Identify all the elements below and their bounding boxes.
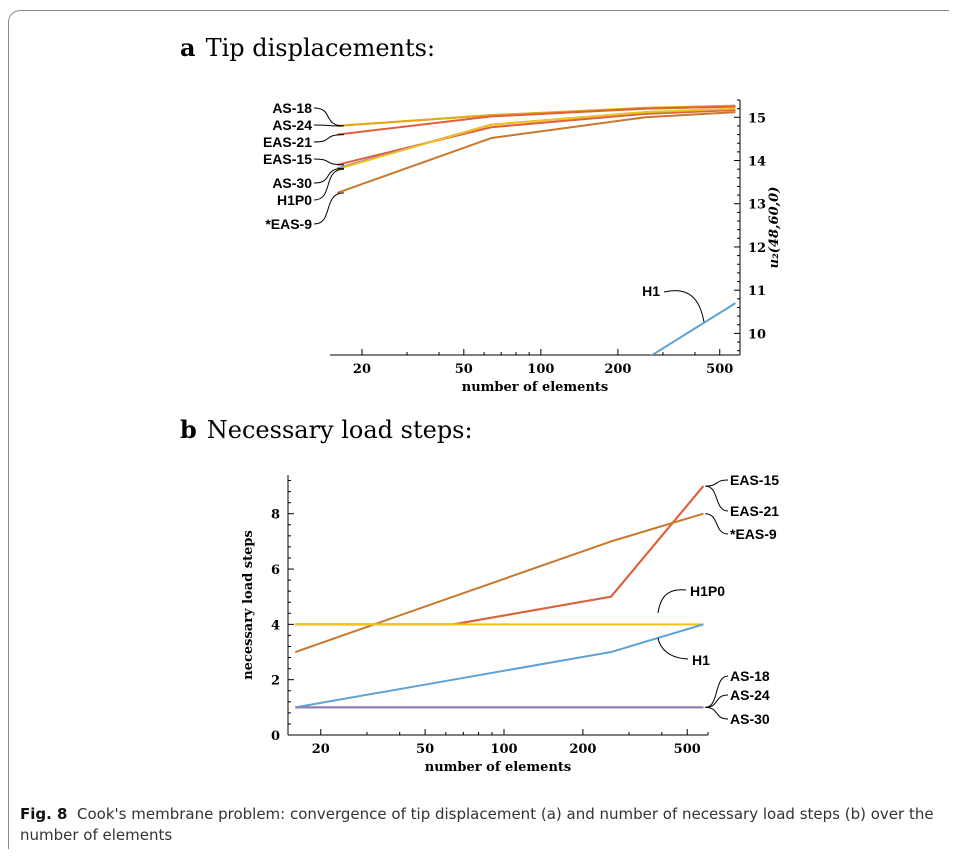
- chart-b-y-axis-label: necessary load steps: [241, 530, 256, 680]
- chart-b-label-h1: H1: [692, 652, 710, 668]
- chart-b-label-as-24: AS-24: [730, 687, 770, 703]
- chart-b-y-tick-label: 8: [271, 508, 280, 523]
- chart-b-series-eas-15: [295, 485, 705, 626]
- chart-a-x-axis-label: number of elements: [462, 380, 608, 395]
- chart-a-connector-eas-15: [313, 158, 345, 166]
- chart-b-x-tick-label: 100: [490, 742, 517, 757]
- panel-a-letter: a: [180, 33, 196, 62]
- chart-b-y-tick-label: 0: [271, 729, 280, 744]
- chart-b-label-eas-21: EAS-21: [730, 503, 779, 519]
- chart-b-series-h1: [295, 623, 704, 709]
- chart-a-label-as-30: AS-30: [272, 175, 312, 191]
- chart-b-y-tick-label: 6: [271, 563, 280, 578]
- chart-a-y-tick-label: 11: [748, 284, 766, 299]
- chart-a-x-tick-label: 100: [527, 362, 554, 377]
- chart-b-y-tick-label: 2: [271, 674, 280, 689]
- panel-b-title-text: Necessary load steps:: [206, 416, 473, 444]
- chart-b-x-tick-label: 500: [674, 742, 701, 757]
- chart-a-y-axis-label: u₂(48,60,0): [767, 187, 782, 269]
- chart-a-y-tick-label: 15: [748, 111, 766, 126]
- chart-b-connector-as-30: [705, 706, 729, 720]
- chart-b-connector-h1p0: [657, 589, 687, 614]
- chart-a-x-tick-label: 500: [706, 362, 733, 377]
- chart-a-series-as-30: [336, 107, 736, 170]
- chart-b-x-tick-label: 200: [569, 742, 596, 757]
- chart-a-label-h1p0: H1P0: [277, 192, 312, 208]
- chart-a-label-eas-9: *EAS-9: [265, 216, 312, 232]
- chart-b-label-h1p0: H1P0: [690, 583, 725, 599]
- chart-b-label-eas-15: EAS-15: [730, 472, 779, 488]
- chart-b-connector-as-18: [705, 675, 729, 708]
- chart-a-y-tick-label: 12: [748, 241, 766, 256]
- chart-load-steps: 20 50 100 200 500 0 2 4 6 8 number of elements nece…: [241, 472, 779, 775]
- chart-b-y-tick-label: 4: [271, 618, 280, 633]
- panel-b-title: b Necessary load steps:: [180, 415, 473, 444]
- chart-a-series-eas-15: [336, 108, 736, 166]
- chart-a-y-tick-label: 13: [748, 198, 766, 213]
- chart-b-x-tick-label: 50: [416, 742, 434, 757]
- chart-b-series-group: [295, 485, 705, 709]
- chart-a-series-h1p0: [336, 107, 736, 171]
- chart-b-label-eas-9: *EAS-9: [730, 526, 777, 542]
- chart-a-x-tick-label: 20: [353, 362, 371, 377]
- panel-a-title: a Tip displacements:: [180, 33, 435, 62]
- caption-text: Cook's membrane problem: convergence of …: [20, 805, 934, 844]
- figure-frame: [8, 10, 949, 849]
- chart-a-connector-as-30: [313, 167, 345, 184]
- chart-b-connector-eas-9: [705, 513, 729, 535]
- chart-b-connector-h1: [657, 637, 689, 660]
- chart-b-connector-as-24: [705, 694, 729, 708]
- chart-b-connector-eas-15: [705, 479, 729, 487]
- chart-a-connector-h1p0: [313, 168, 345, 201]
- chart-a-series-h1: [650, 302, 736, 355]
- chart-b-x-tick-label: 20: [312, 742, 330, 757]
- chart-a-connector-h1: [663, 290, 705, 323]
- chart-a-connector-as-18: [313, 107, 345, 127]
- chart-b-label-as-18: AS-18: [730, 668, 770, 684]
- chart-tip-displacements: 20 50 100 200 500 10 11 12 13 14 15 number of eleme…: [263, 99, 782, 395]
- chart-a-label-eas-21: EAS-21: [263, 134, 312, 150]
- chart-b-label-as-30: AS-30: [730, 711, 770, 727]
- chart-a-connector-eas-21: [313, 134, 345, 143]
- chart-b-series-eas-9: [295, 512, 704, 653]
- chart-b-x-axis-label: number of elements: [425, 760, 571, 775]
- chart-a-label-h1: H1: [642, 283, 660, 299]
- chart-a-x-tick-label: 50: [455, 362, 473, 377]
- chart-a-series-group: [336, 104, 736, 355]
- chart-a-series-eas-9: [336, 111, 736, 194]
- figure-label: Fig. 8: [20, 805, 68, 823]
- chart-a-connector-as-24: [313, 124, 345, 127]
- panel-b-letter: b: [180, 415, 197, 444]
- chart-a-label-as-18: AS-18: [272, 100, 312, 116]
- chart-b-connector-eas-21: [705, 485, 729, 512]
- chart-a-label-eas-15: EAS-15: [263, 151, 312, 167]
- figure-caption: Fig. 8 Cook's membrane problem: converge…: [20, 804, 950, 846]
- chart-a-connector-eas-9: [313, 192, 345, 225]
- chart-a-y-tick-label: 10: [748, 327, 766, 342]
- chart-a-label-as-24: AS-24: [272, 117, 312, 133]
- chart-a-y-tick-label: 14: [748, 155, 766, 170]
- chart-b-series-eas-21: [295, 485, 705, 626]
- panel-a-title-text: Tip displacements:: [205, 34, 436, 62]
- chart-a-series-eas-21: [337, 105, 736, 136]
- chart-a-x-tick-label: 200: [604, 362, 631, 377]
